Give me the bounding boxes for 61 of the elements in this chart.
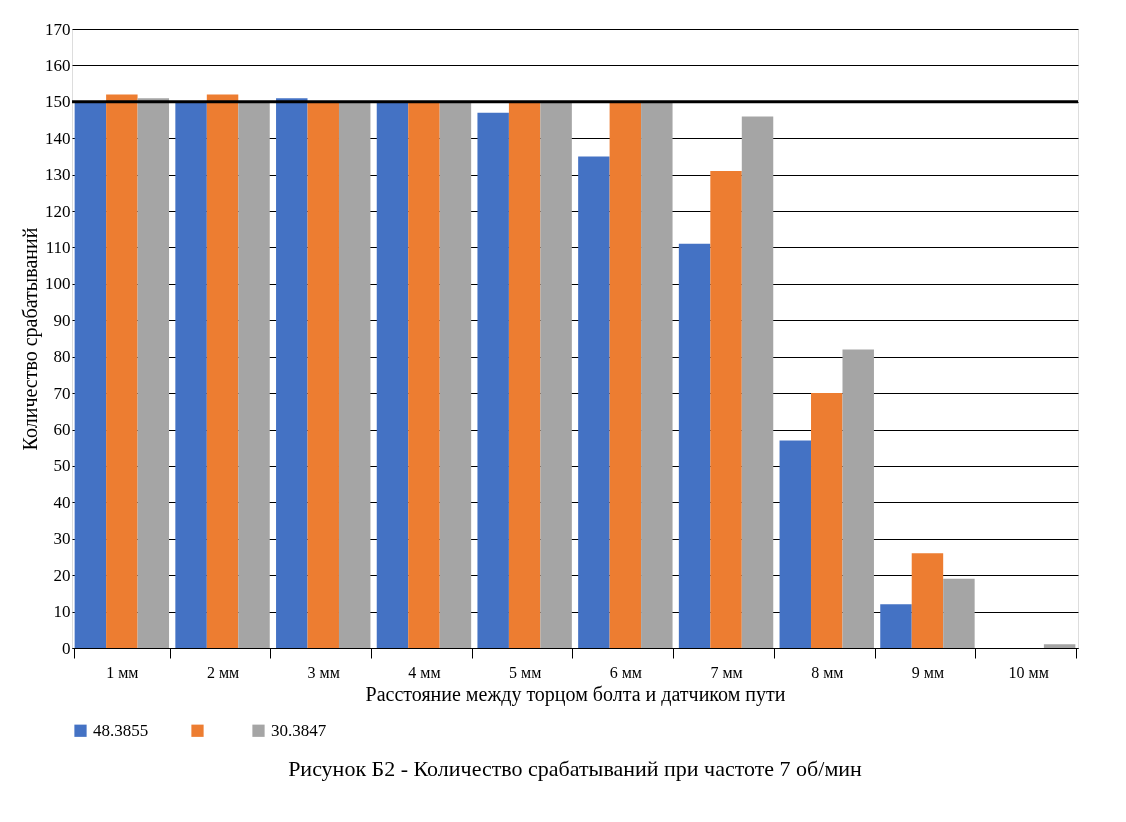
y-tick-label: 90 [53,310,71,330]
bar [238,101,270,648]
bar [641,101,673,648]
y-tick-label: 80 [53,347,71,367]
bar [880,604,912,648]
bar [678,243,711,648]
x-tick-label: 1 мм [106,663,139,681]
y-tick-label: 50 [53,456,71,476]
x-tick-label: 10 мм [1008,663,1049,681]
bar [1043,644,1076,648]
x-tick-label: 5 мм [509,663,542,681]
bar [206,94,239,648]
bar [811,393,843,648]
bar [540,101,572,648]
bar [106,94,138,648]
x-tick-label: 7 мм [710,663,743,681]
text: Рисунок Б2 - Количество срабатываний при частоте 7 об/мин [288,756,863,781]
bar [338,101,371,648]
bar [609,101,642,648]
y-tick-label: 130 [45,165,71,185]
bar [408,101,440,648]
y-axis-title: Количество срабатываний [19,227,42,451]
x-tick-label: 9 мм [911,663,945,681]
x-tick-label: 2 мм [206,663,240,681]
bar [779,440,812,648]
bar [508,101,541,648]
y-tick-label: 100 [45,274,71,294]
bar [710,171,742,648]
x-tick-label: 8 мм [811,663,844,681]
bar [307,101,339,648]
x-tick-label: 4 мм [408,663,441,681]
y-tick-label: 30 [53,529,71,549]
bar [578,156,610,648]
bar [439,101,472,648]
bar [276,98,308,648]
y-tick-label: 120 [45,201,71,221]
bar [477,112,509,648]
y-tick-label: 140 [45,128,71,148]
y-tick-label: 170 [45,19,71,39]
bar [842,349,874,648]
legend-label: 30.3847 [271,720,327,740]
bar [911,553,944,648]
bar [175,101,207,648]
bar [943,578,975,648]
y-tick-label: 160 [45,55,71,75]
x-tick-label: 6 мм [609,663,642,681]
bar [137,98,170,648]
bar [74,101,107,648]
y-tick-label: 60 [53,420,71,440]
y-tick-label: 10 [53,602,71,622]
y-tick-label: 40 [53,492,71,512]
y-tick-label: 150 [45,92,71,112]
legend-label: 48.3855 [93,720,149,740]
x-axis-title: Расстояние между торцом болта и датчиком пути [365,682,786,706]
y-tick-label: 110 [45,237,71,257]
y-tick-label: 0 [62,638,71,658]
x-tick-label: 3 мм [307,663,340,681]
bar [376,101,409,648]
y-tick-label: 70 [53,383,71,403]
y-tick-label: 20 [53,565,71,585]
bar [741,116,774,648]
